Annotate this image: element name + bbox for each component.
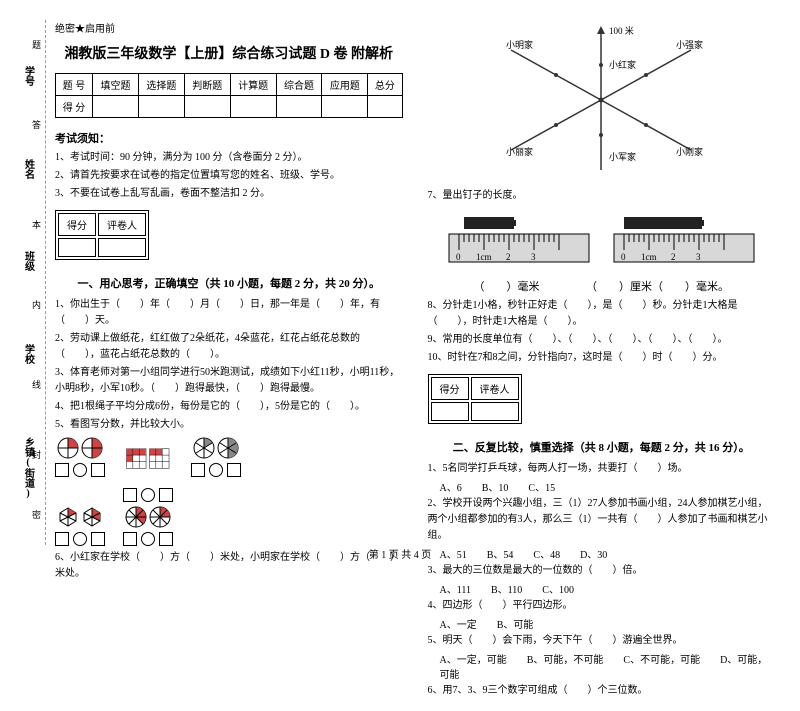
s2q3: 3、最大的三位数是最大的一位数的（ ）倍。 [428, 563, 776, 579]
svg-text:1cm: 1cm [476, 252, 492, 262]
svg-text:1cm: 1cm [641, 252, 657, 262]
svg-text:小军家: 小军家 [609, 151, 636, 162]
compass-diagram: 100 米 小强家 小明家 小刚家 小丽家 小军家 小红家 [481, 20, 721, 180]
svg-text:3: 3 [531, 252, 536, 262]
sidebar-field-school: 学校 [21, 344, 36, 364]
right-column: 100 米 小强家 小明家 小刚家 小丽家 小军家 小红家 7、量出钉子的长度。… [428, 20, 776, 701]
q7: 7、量出钉子的长度。 [428, 188, 776, 204]
svg-text:小强家: 小强家 [676, 39, 703, 50]
svg-text:2: 2 [671, 252, 676, 262]
svg-text:0: 0 [456, 252, 461, 262]
svg-text:小红家: 小红家 [609, 59, 636, 70]
compass-label: 100 米 [609, 25, 634, 36]
fraction-diagrams-2 [55, 506, 403, 546]
score-table: 题 号填空题选择题判断题计算题综合题应用题总分 得 分 [55, 73, 403, 118]
svg-text:小明家: 小明家 [506, 39, 533, 50]
seal-text: 本 [30, 220, 43, 229]
section-score-box: 得分评卷人 [55, 210, 149, 260]
hex-icon [81, 506, 103, 528]
circle-icon [193, 437, 215, 459]
s2q3-opts: A、111B、110C、100 [440, 581, 776, 596]
hex-icon [57, 506, 79, 528]
notice-head: 考试须知： [55, 130, 403, 146]
seal-text: 封 [30, 450, 43, 459]
sidebar-field-name: 姓名 [21, 159, 36, 179]
seal-text: 题 [30, 40, 43, 49]
ruler-icon: 0 1cm 2 3 [444, 212, 594, 267]
exam-title: 湘教版三年级数学【上册】综合练习试题 D 卷 附解析 [55, 43, 403, 63]
s2q1: 1、5名同学打乒乓球，每两人打一场，共要打（ ）场。 [428, 461, 776, 477]
q2: 2、劳动课上做纸花，红红做了2朵纸花，4朵蓝花，红花占纸花总数的（ ），蓝花占纸… [55, 331, 403, 363]
q1: 1、你出生于（ ）年（ ）月（ ）日，那一年是（ ）年，有（ ）天。 [55, 297, 403, 329]
circle-icon [149, 506, 171, 528]
s2q5-opts: A、一定，可能B、可能，不可能C、不可能，可能D、可能，可能 [440, 651, 776, 681]
seal-text: 内 [30, 300, 43, 309]
q3: 3、体育老师对第一小组同学进行50米跑测试，成绩如下小红11秒，小明11秒，小明… [55, 365, 403, 397]
circle-icon [57, 437, 79, 459]
circle-icon [125, 506, 147, 528]
section-1-title: 一、用心思考，正确填空（共 10 小题，每题 2 分，共 20 分）。 [55, 275, 403, 291]
fraction-diagrams [55, 437, 403, 502]
seal-text: 线 [30, 380, 43, 389]
grid-icon [126, 437, 170, 481]
svg-text:3: 3 [696, 252, 701, 262]
svg-text:2: 2 [506, 252, 511, 262]
svg-text:0: 0 [621, 252, 626, 262]
seal-text: 答 [30, 120, 43, 129]
confidential-note: 绝密★启用前 [55, 20, 403, 35]
s2q5: 5、明天（ ）会下雨，今天下午（ ）游遍全世界。 [428, 633, 776, 649]
s2q6: 6、用7、3、9三个数字可组成（ ）个三位数。 [428, 683, 776, 699]
svg-text:小刚家: 小刚家 [676, 146, 703, 157]
ruler-icon: 0 1cm 2 3 [609, 212, 759, 267]
s2q2: 2、学校开设两个兴趣小组，三（1）27人参加书画小组，24人参加棋艺小组，两个小… [428, 496, 776, 544]
q4: 4、把1根绳子平均分成6份，每份是它的（ ），5份是它的（ ）。 [55, 399, 403, 415]
sidebar-field-town: 乡镇(街道) [21, 437, 36, 499]
s2q4-opts: A、一定B、可能 [440, 616, 776, 631]
binding-sidebar: 学号 姓名 班级 学校 乡镇(街道) [8, 30, 48, 535]
section-2-title: 二、反复比较，慎重选择（共 8 小题，每题 2 分，共 16 分）。 [428, 439, 776, 455]
circle-icon [217, 437, 239, 459]
page-footer: 第 1 页 共 4 页 [0, 546, 800, 561]
q10: 10、时针在7和8之间，分针指向7，这时是（ ）时（ ）分。 [428, 350, 776, 366]
ruler-diagrams: 0 1cm 2 3 0 1cm 2 3 [428, 212, 776, 270]
left-column: 绝密★启用前 湘教版三年级数学【上册】综合练习试题 D 卷 附解析 题 号填空题… [55, 20, 403, 701]
q9: 9、常用的长度单位有（ ）、（ ）、（ ）、（ ）、（ ）。 [428, 332, 776, 348]
sidebar-field-class: 班级 [21, 251, 36, 271]
circle-icon [81, 437, 103, 459]
svg-text:小丽家: 小丽家 [506, 146, 533, 157]
s2q4: 4、四边形（ ）平行四边形。 [428, 598, 776, 614]
sidebar-field-id: 学号 [21, 66, 36, 86]
instructions: 1、考试时间：90 分钟，满分为 100 分（含卷面分 2 分）。 2、请首先按… [55, 150, 403, 201]
section-score-box-2: 得分评卷人 [428, 374, 522, 424]
q5: 5、看图写分数，并比较大小。 [55, 417, 403, 433]
seal-text: 密 [30, 510, 43, 519]
q8: 8、分针走1小格，秒针正好走（ ），是（ ）秒。分针走1大格是（ ），时针走1大… [428, 298, 776, 330]
q7-answers: （ ）毫米 （ ）厘米（ ）毫米。 [428, 278, 776, 294]
s2q1-opts: A、6B、10C、15 [440, 479, 776, 494]
fold-line [45, 20, 46, 545]
